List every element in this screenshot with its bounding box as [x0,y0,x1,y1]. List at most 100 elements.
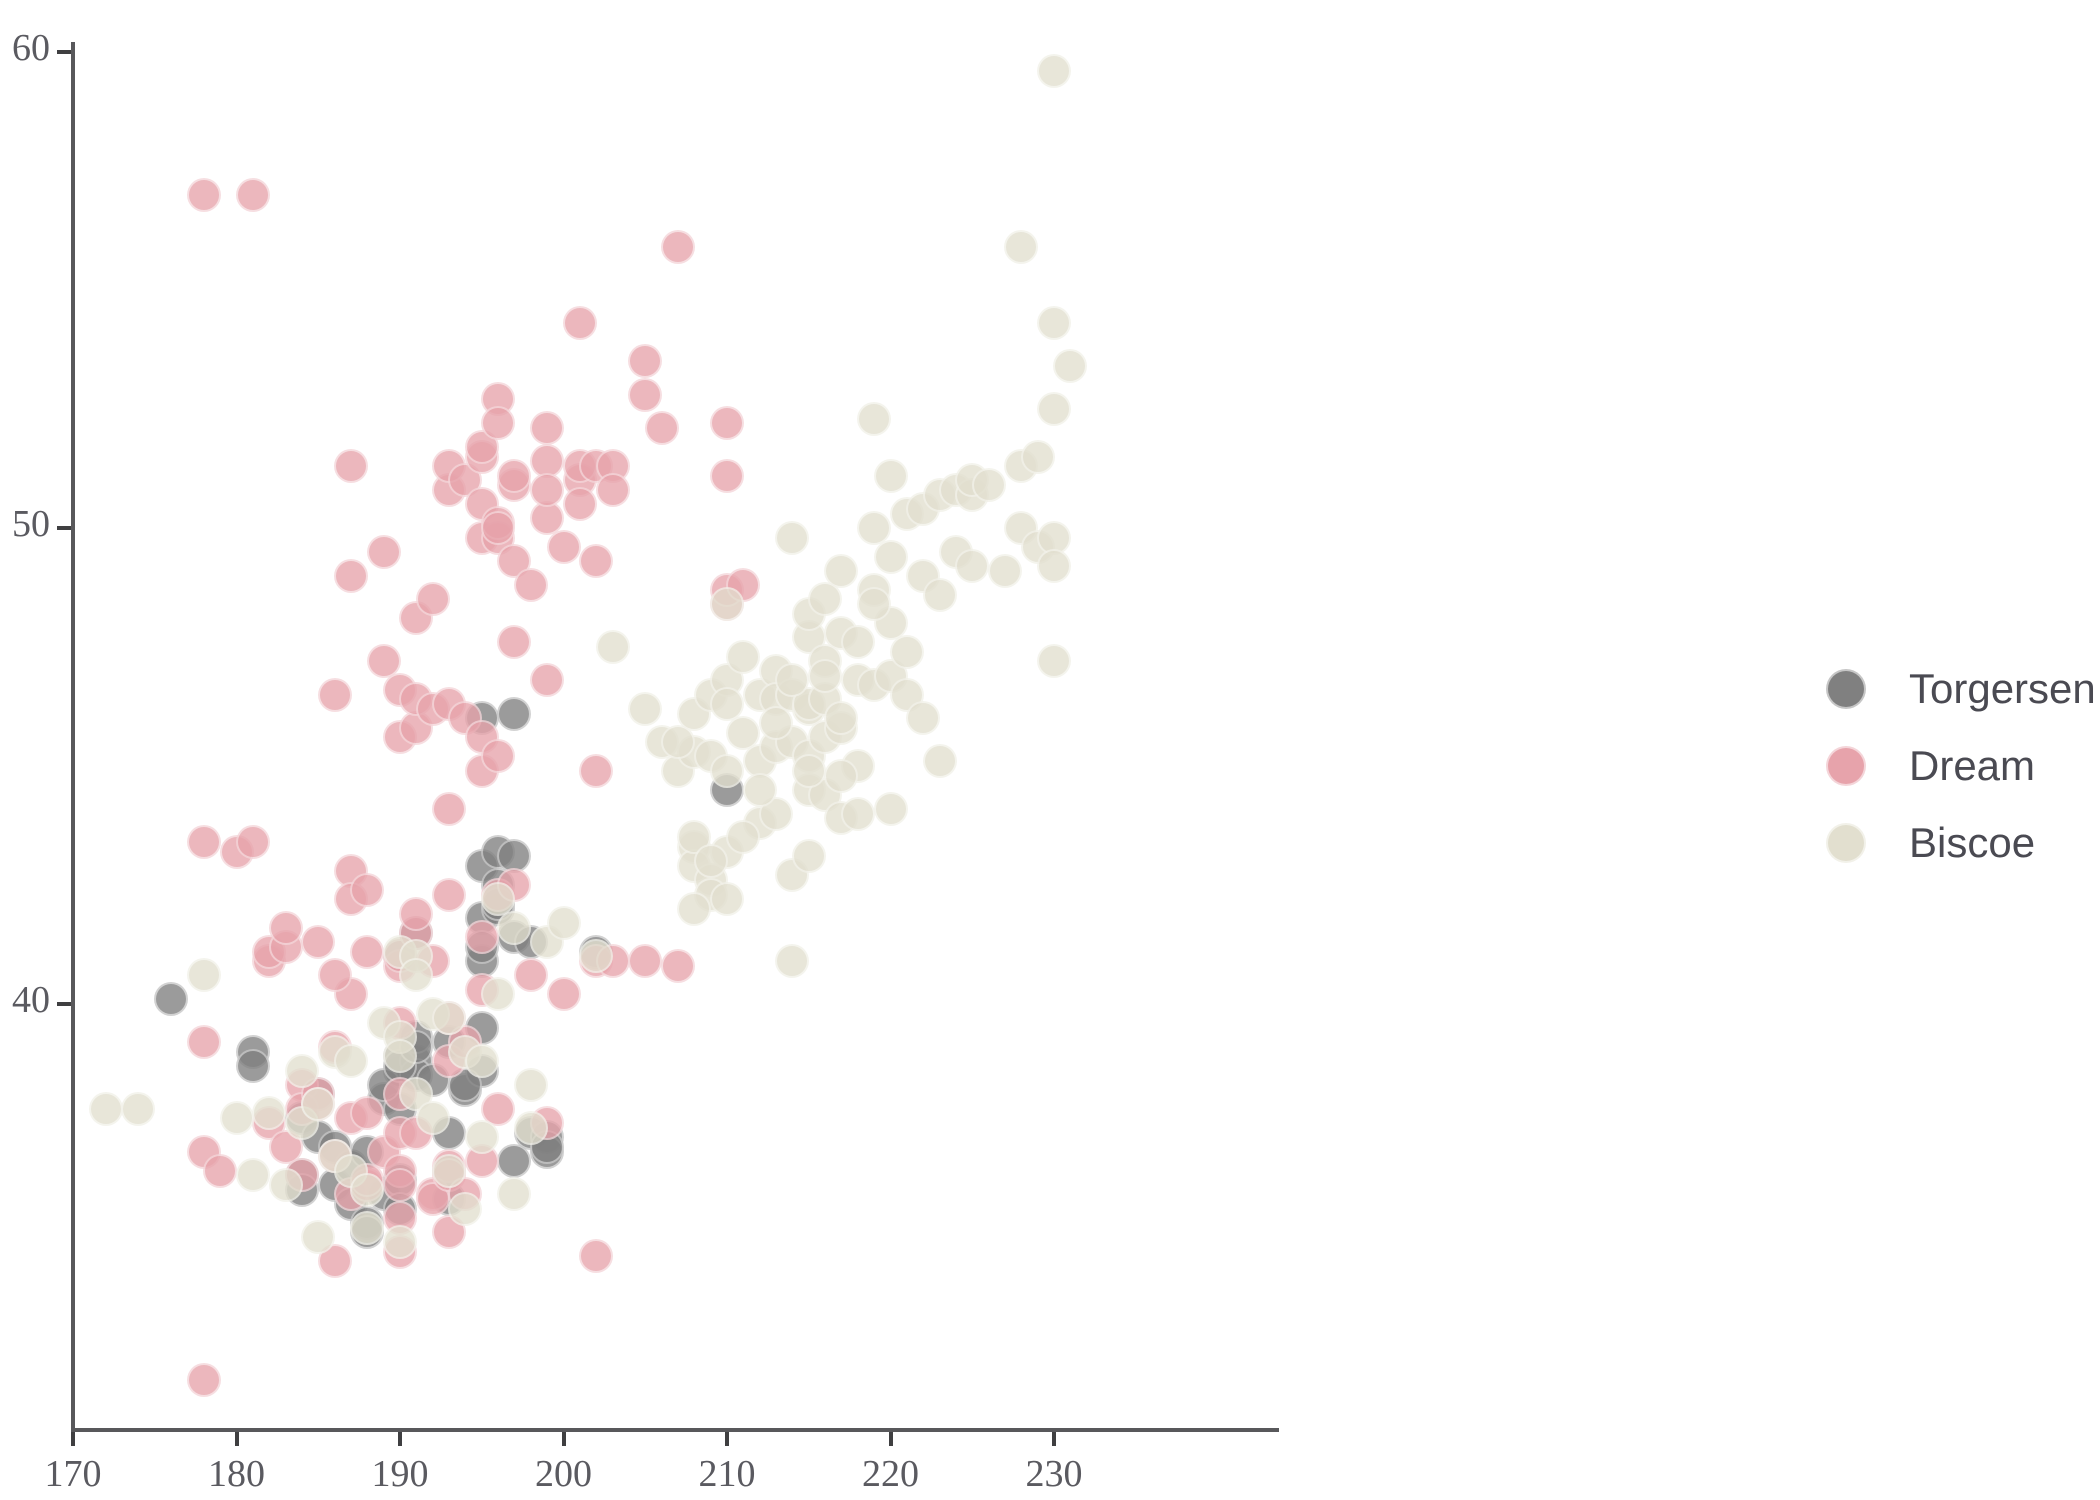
legend-item-dream[interactable]: Dream [1826,727,2076,804]
x-tick-230 [1052,1432,1056,1446]
y-tick-40 [57,1002,71,1006]
data-point-dream [333,558,368,593]
data-point-dream [530,472,565,507]
data-point-dream [317,1244,352,1279]
data-point-dream [186,1025,221,1060]
data-point-dream [366,644,401,679]
data-point-biscoe [808,582,843,617]
data-point-biscoe [235,1158,270,1193]
x-tick-label-220: 220 [862,1453,919,1495]
data-point-dream [660,230,695,265]
data-point-biscoe [88,1091,123,1126]
data-point-dream [317,677,352,712]
data-point-biscoe [840,625,875,660]
data-point-dream [628,377,663,412]
data-point-dream [530,411,565,446]
data-point-biscoe [1037,644,1071,679]
legend-swatch-icon [1826,668,1866,709]
data-point-biscoe [955,549,990,584]
data-point-biscoe [121,1091,156,1126]
data-point-dream [333,977,368,1012]
legend-item-torgersen[interactable]: Torgersen [1826,650,2096,727]
data-point-biscoe [432,1153,467,1188]
data-point-biscoe [726,639,761,674]
data-point-dream [186,1363,221,1398]
data-point-biscoe [464,1120,499,1155]
x-tick-label-190: 190 [371,1453,429,1495]
data-point-biscoe [889,634,924,669]
data-point-biscoe [1004,230,1039,265]
data-point-dream [497,458,532,493]
data-point-biscoe [186,958,221,993]
data-point-biscoe [726,820,761,855]
data-point-biscoe [1037,54,1071,89]
data-point-dream [497,625,532,660]
data-point-biscoe [513,1110,548,1145]
legend-item-label: Torgersen [1909,664,2096,712]
data-point-biscoe [906,701,941,736]
data-point-torgersen [154,982,189,1017]
data-point-dream [513,568,548,603]
data-point-dream [317,958,352,993]
data-point-dream [530,663,565,698]
data-point-dream [660,948,695,983]
data-point-dream [350,934,385,969]
data-point-biscoe [791,839,826,874]
data-point-dream [366,534,401,569]
legend-item-biscoe[interactable]: Biscoe [1826,804,2076,881]
data-point-dream [628,344,663,379]
data-point-dream [415,1182,450,1217]
data-point-dream [481,739,516,774]
data-point-dream [644,411,679,446]
data-point-biscoe [546,906,581,941]
data-point-biscoe [448,1191,483,1226]
x-tick-170 [71,1432,75,1446]
data-point-biscoe [268,1167,303,1202]
data-point-biscoe [399,958,434,993]
data-point-biscoe [693,844,728,879]
y-tick-label-40: 40 [12,979,50,1021]
data-point-biscoe [775,520,810,555]
legend-swatch-icon [1826,822,1866,863]
data-point-dream [415,582,450,617]
legend-swatch-icon [1826,745,1866,786]
data-point-dream [350,1096,385,1131]
x-tick-label-200: 200 [535,1453,592,1495]
data-point-dream [186,825,221,860]
data-point-dream [628,944,663,979]
data-point-dream [530,501,565,536]
data-point-biscoe [1037,392,1071,426]
data-point-biscoe [301,1220,336,1255]
data-point-biscoe [873,539,908,574]
data-point-dream [595,472,630,507]
data-point-biscoe [677,891,712,926]
data-point-biscoe [873,458,908,493]
x-tick-label-170: 170 [44,1453,102,1495]
data-point-dream [186,177,221,212]
data-point-dream [481,1091,516,1126]
data-point-dream [301,925,336,960]
data-point-biscoe [481,882,516,917]
data-point-biscoe [333,1044,368,1079]
data-point-biscoe [971,468,1006,503]
x-tick-label-230: 230 [1025,1453,1083,1495]
data-point-biscoe [464,1044,499,1079]
x-tick-210 [725,1432,729,1446]
data-point-biscoe [857,511,892,545]
data-point-biscoe [481,977,516,1012]
data-point-dream [235,825,270,860]
data-point-biscoe [857,587,892,622]
data-point-dream [399,896,434,931]
x-tick-220 [888,1432,893,1446]
data-point-torgersen [497,696,532,731]
data-point-dream [432,791,467,826]
x-tick-180 [234,1432,239,1446]
x-axis-line [71,1428,1279,1432]
data-point-biscoe [1037,549,1071,584]
data-point-biscoe [824,553,859,588]
data-point-dream [579,544,614,579]
data-point-dream [579,753,614,788]
data-point-dream [481,406,516,441]
data-point-biscoe [791,753,826,788]
